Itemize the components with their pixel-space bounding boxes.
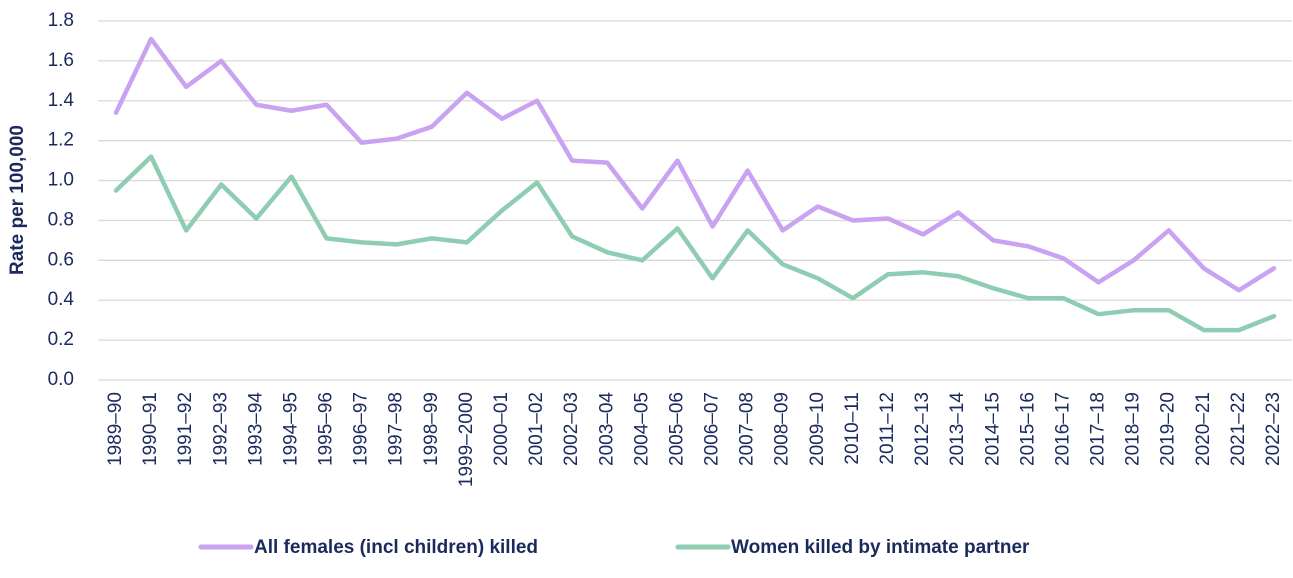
y-tick-label: 0.8: [48, 209, 74, 230]
x-tick-label: 2008–09: [772, 392, 793, 466]
y-tick-label: 0.4: [48, 289, 75, 310]
x-tick-label: 1991–92: [175, 392, 196, 466]
y-tick-label: 1.2: [48, 130, 74, 151]
y-tick-label: 1.6: [48, 50, 74, 71]
x-tick-label: 1999–2000: [456, 392, 477, 487]
legend-label: All females (incl children) killed: [254, 537, 538, 558]
x-tick-label: 2019–20: [1158, 392, 1179, 466]
data-line: [113, 36, 1277, 293]
x-tick-label: 2022–23: [1263, 392, 1284, 466]
x-tick-label: 2016–17: [1052, 392, 1073, 466]
x-tick-label: 1994–95: [280, 392, 301, 466]
x-tick-label: 1995–96: [316, 392, 337, 466]
data-line: [113, 154, 1277, 333]
x-tick-label: 1993–94: [245, 392, 266, 466]
x-tick-label: 2014–15: [982, 392, 1003, 466]
x-tick-label: 2010–11: [842, 392, 863, 465]
legend-label: Women killed by intimate partner: [731, 537, 1030, 558]
y-tick-label: 1.0: [48, 170, 74, 191]
x-tick-label: 1998–99: [421, 392, 442, 466]
y-tick-label: 0.0: [48, 369, 74, 390]
x-tick-label: 2000–01: [491, 392, 512, 466]
x-tick-label: 2018–19: [1123, 392, 1144, 466]
y-tick-label: 1.8: [48, 10, 74, 31]
x-tick-label: 2009–10: [807, 392, 828, 466]
x-tick-label: 1997–98: [386, 392, 407, 466]
x-tick-label: 2017–18: [1088, 392, 1109, 466]
x-tick-label: 2006–07: [702, 392, 723, 466]
x-tick-label: 2013–14: [947, 392, 968, 466]
x-tick-label: 2007–08: [737, 392, 758, 466]
x-tick-label: 1989–90: [105, 392, 126, 466]
x-tick-label: 1996–97: [351, 392, 372, 466]
x-tick-label: 2001–02: [526, 392, 547, 466]
y-tick-label: 0.2: [48, 329, 74, 350]
x-tick-label: 2012–13: [912, 392, 933, 466]
y-tick-label: 0.6: [48, 249, 74, 270]
y-axis-label: Rate per 100,000: [7, 125, 28, 275]
x-tick-label: 2015–16: [1017, 392, 1038, 466]
x-tick-label: 2021–22: [1228, 392, 1249, 466]
x-tick-label: 2004–05: [631, 392, 652, 466]
x-tick-label: 1990–91: [140, 392, 161, 466]
x-tick-label: 2011–12: [877, 392, 898, 465]
x-tick-label: 2002–03: [561, 392, 582, 466]
x-tick-label: 2003–04: [596, 392, 617, 466]
x-tick-label: 2005–06: [666, 392, 687, 466]
x-tick-label: 2020–21: [1193, 392, 1214, 466]
y-tick-label: 1.4: [48, 90, 75, 111]
x-tick-label: 1992–93: [210, 392, 231, 466]
